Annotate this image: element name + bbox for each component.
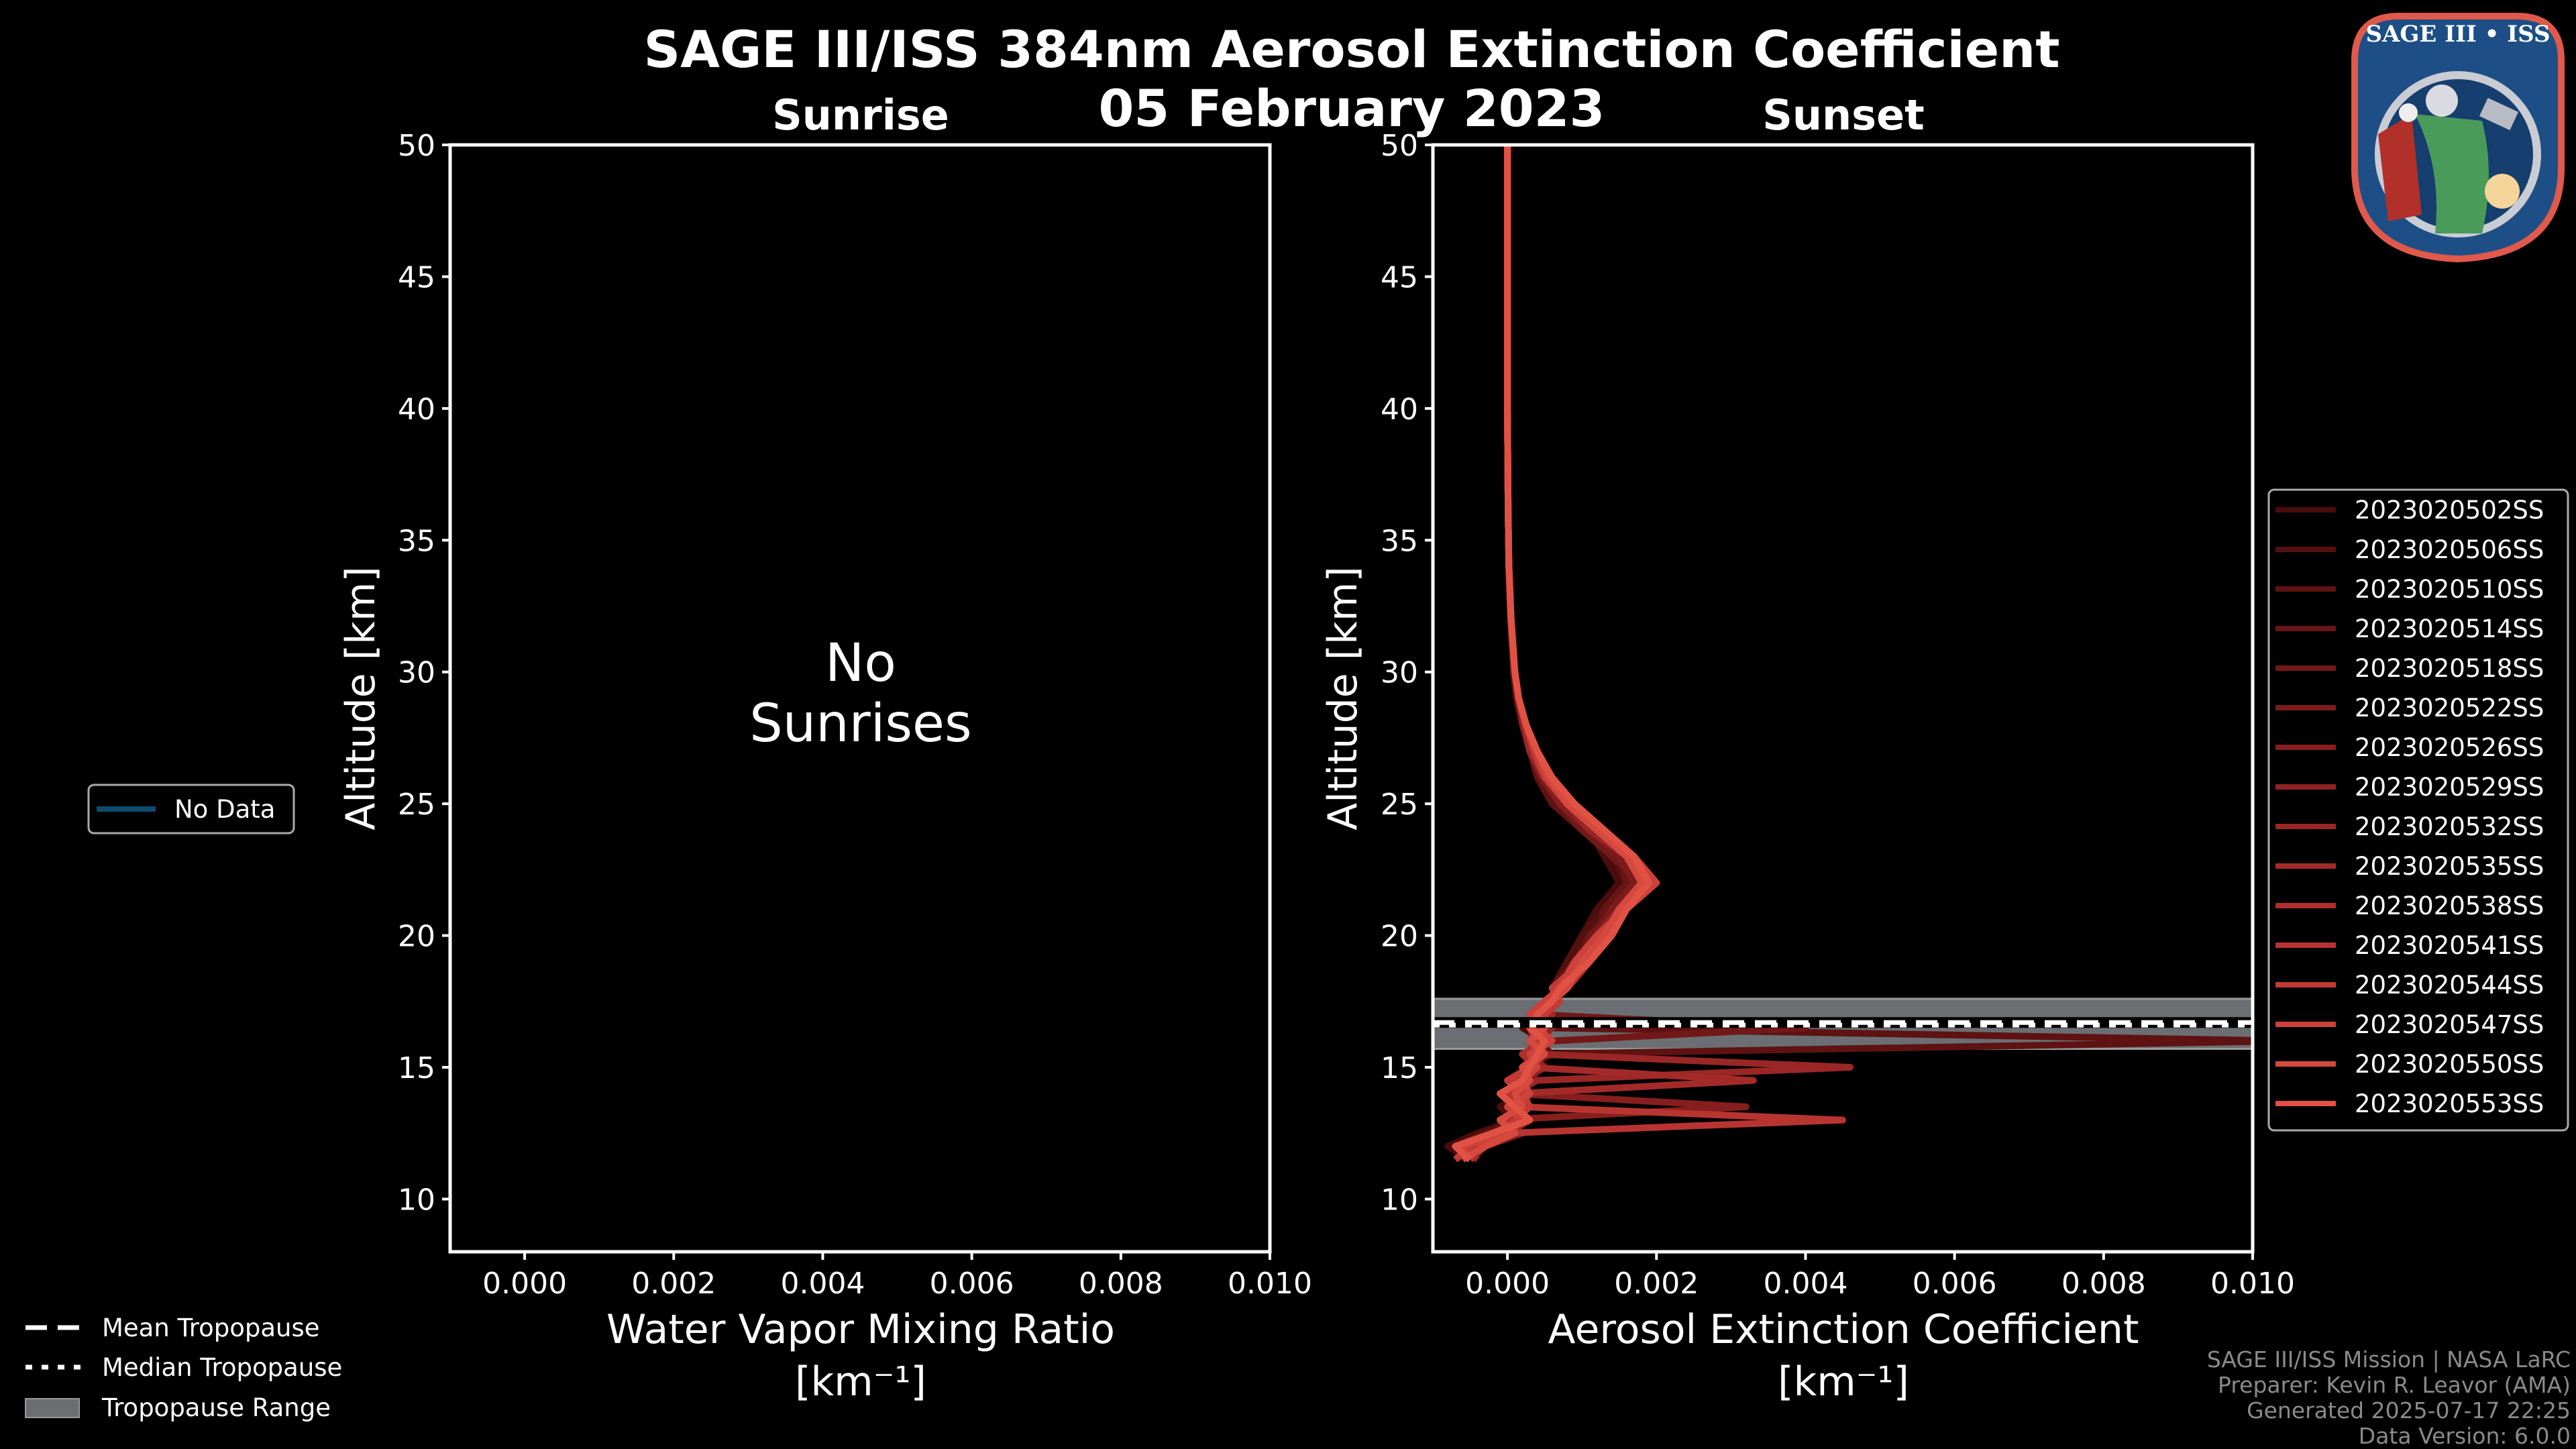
legend-entry: 2023020518SS (2355, 654, 2544, 683)
figure-title-line1: SAGE III/ISS 384nm Aerosol Extinction Co… (643, 19, 2059, 79)
x-tick-label: 0.008 (1079, 1267, 1163, 1301)
sunrise-x-unit: [km⁻¹] (795, 1358, 926, 1405)
x-tick-label: 0.006 (930, 1267, 1014, 1301)
figure-title-line2: 05 February 2023 (1099, 78, 1605, 138)
sunset-x-unit: [km⁻¹] (1778, 1358, 1909, 1405)
legend-entry: 2023020550SS (2355, 1050, 2544, 1079)
sunrise-x-label: Water Vapor Mixing Ratio (606, 1306, 1115, 1353)
legend-entry: 2023020526SS (2355, 733, 2544, 762)
sunrise-panel: 0.000 0.002 0.004 0.006 0.008 0.010 10 15 20 25 30… (398, 129, 1312, 1301)
footer-mission: SAGE III/ISS Mission | NASA LaRC (2207, 1346, 2571, 1373)
legend-entry: 2023020541SS (2355, 931, 2544, 960)
footer-preparer: Preparer: Kevin R. Leavor (AMA) (2218, 1372, 2571, 1398)
y-tick-label: 30 (398, 656, 435, 690)
y-tick-label: 15 (398, 1051, 435, 1085)
legend-entry: 2023020535SS (2355, 852, 2544, 881)
x-tick-label: 0.008 (2061, 1267, 2146, 1301)
svg-text:SAGE III • ISS: SAGE III • ISS (2365, 21, 2550, 48)
x-tick-label: 0.000 (482, 1267, 567, 1301)
legend-entry: 2023020522SS (2355, 694, 2544, 722)
mean-tropopause-label: Mean Tropopause (102, 1313, 320, 1342)
y-tick-label: 35 (1381, 524, 1418, 558)
sunset-panel-title: Sunset (1762, 91, 1925, 140)
legend-entry: 2023020547SS (2355, 1010, 2544, 1039)
legend-entry: 2023020529SS (2355, 773, 2544, 802)
sunset-y-label: Altitude [km] (1320, 566, 1366, 830)
y-tick-label: 40 (1381, 392, 1418, 427)
y-tick-label: 10 (1381, 1183, 1418, 1217)
no-data-legend: No Data (87, 784, 295, 835)
legend-entry: 2023020510SS (2355, 575, 2544, 604)
median-tropopause-label: Median Tropopause (102, 1353, 342, 1382)
y-tick-label: 10 (398, 1183, 435, 1217)
x-tick-label: 0.006 (1913, 1267, 1997, 1301)
y-tick-label: 45 (398, 260, 435, 294)
sunset-x-label: Aerosol Extinction Coefficient (1548, 1306, 2139, 1353)
sage-iii-iss-logo: SAGE III • ISS (2351, 13, 2565, 263)
x-tick-label: 0.004 (1763, 1267, 1847, 1301)
sunrise-panel-title: Sunrise (772, 91, 949, 140)
axes-frame (1431, 143, 2255, 1254)
profile-line-2023020553SS (1452, 145, 1653, 1163)
y-tick-label: 30 (1381, 656, 1418, 690)
sunrise-y-label: Altitude [km] (337, 566, 384, 830)
legend-entry: 2023020544SS (2355, 971, 2544, 1000)
y-tick-label: 50 (1381, 129, 1418, 163)
sunset-panel: 0.000 0.002 0.004 0.006 0.008 0.010 10 15 20 25 30… (1381, 129, 2295, 1301)
y-tick-label: 25 (1381, 788, 1418, 822)
footer: SAGE III/ISS Mission | NASA LaRC Prepare… (2207, 1346, 2571, 1449)
y-tick-label: 20 (1381, 920, 1418, 954)
footer-data-version: Data Version: 6.0.0 (2359, 1423, 2571, 1449)
y-tick-label: 20 (398, 920, 435, 954)
x-tick-label: 0.010 (1228, 1267, 1312, 1301)
legend-entry: 2023020553SS (2355, 1089, 2544, 1118)
legend-entry: 2023020506SS (2355, 535, 2544, 564)
footer-generated: Generated 2025-07-17 22:25 (2247, 1397, 2571, 1424)
axes-frame (448, 143, 1272, 1254)
x-tick-label: 0.004 (780, 1267, 865, 1301)
sunset-series-legend: 2023020502SS 2023020506SS 2023020510SS 2023… (2267, 488, 2569, 1132)
x-tick-label: 0.002 (1614, 1267, 1699, 1301)
y-tick-label: 15 (1381, 1051, 1418, 1085)
x-tick-label: 0.000 (1465, 1267, 1550, 1301)
legend-entry: 2023020514SS (2355, 614, 2544, 643)
tropopause-range-swatch (25, 1398, 80, 1418)
x-tick-label: 0.002 (631, 1267, 716, 1301)
y-tick-label: 50 (398, 129, 435, 163)
no-sunrises-annotation: Sunrises (749, 694, 971, 754)
tropopause-range-label: Tropopause Range (101, 1393, 331, 1422)
x-tick-label: 0.010 (2210, 1267, 2295, 1301)
legend-entry: 2023020532SS (2355, 812, 2544, 841)
tropopause-legend: Mean Tropopause Median Tropopause Tropop… (25, 1313, 342, 1422)
legend-entry: 2023020538SS (2355, 892, 2544, 920)
y-tick-label: 40 (398, 392, 435, 427)
y-tick-label: 25 (398, 788, 435, 822)
y-tick-label: 45 (1381, 260, 1418, 294)
no-data-label: No Data (174, 795, 275, 824)
no-sunrises-line1: No (825, 633, 896, 694)
legend-entry: 2023020502SS (2355, 496, 2544, 525)
y-tick-label: 35 (398, 524, 435, 558)
